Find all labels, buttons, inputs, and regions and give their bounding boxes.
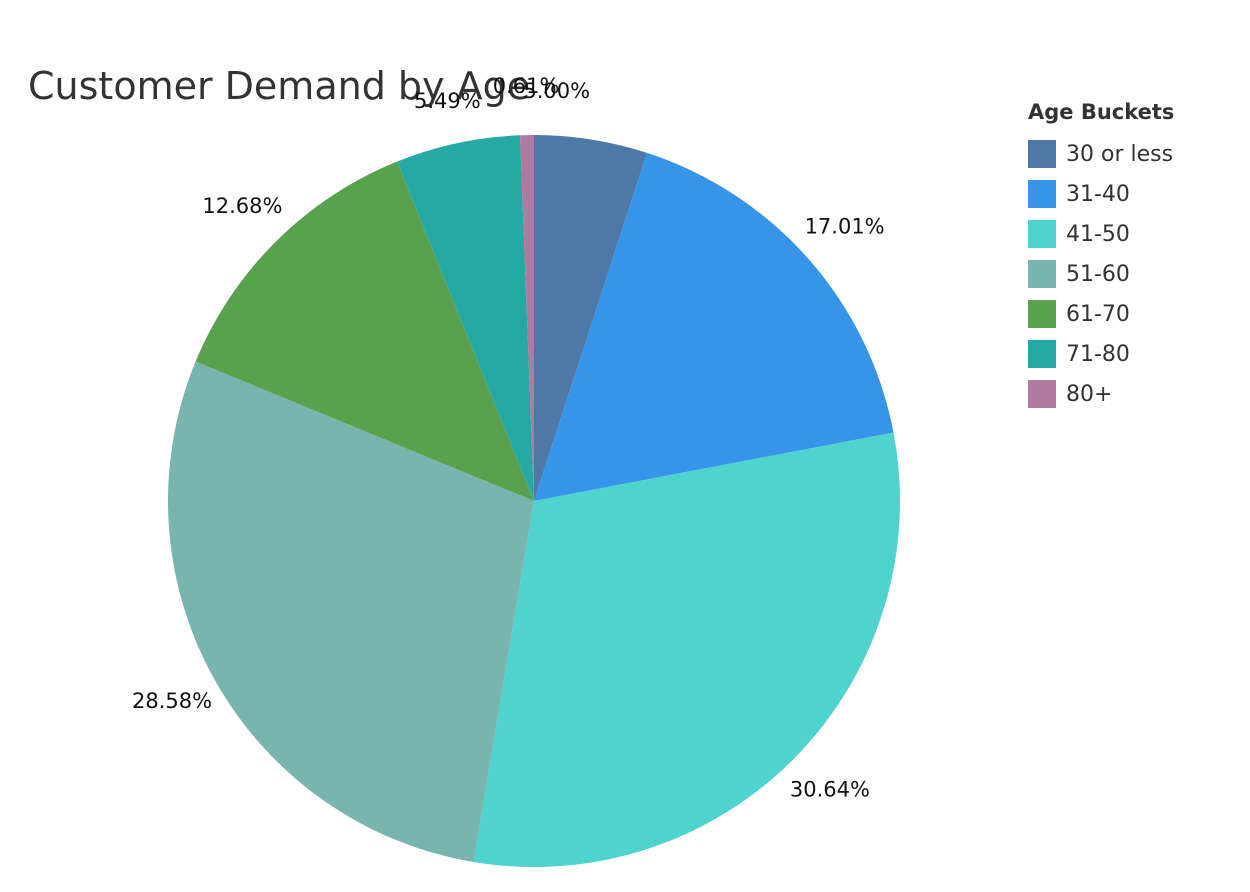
legend-item[interactable]: 71-80 [1028,334,1174,374]
pie-slice[interactable] [397,135,534,501]
legend-swatch [1028,180,1056,208]
pie-slice[interactable] [167,361,535,862]
slice-data-label: 17.01% [805,214,885,238]
legend-item[interactable]: 31-40 [1028,174,1174,214]
legend-title: Age Buckets [1028,100,1175,124]
slice-data-label: 0.61% [493,74,560,98]
slice-data-label: 5.00% [523,79,590,103]
slice-data-label: 12.68% [202,194,282,218]
pie-slice[interactable] [534,135,648,501]
legend-label: 61-70 [1066,301,1130,327]
legend-swatch [1028,140,1056,168]
slice-data-label: 5.49% [414,89,481,113]
legend-label: 51-60 [1066,261,1130,287]
slice-data-label: 30.64% [790,778,870,802]
pie-slice[interactable] [195,161,534,501]
pie-slice[interactable] [519,135,534,501]
legend-label: 30 or less [1066,141,1174,167]
legend-item[interactable]: 80+ [1028,374,1174,414]
legend-label: 41-50 [1066,221,1130,247]
legend-label: 80+ [1066,381,1113,407]
legend-item[interactable]: 30 or less [1028,134,1174,174]
legend-swatch [1028,340,1056,368]
pie-slice[interactable] [534,152,894,501]
legend-swatch [1028,220,1056,248]
legend-swatch [1028,260,1056,288]
legend-swatch [1028,380,1056,408]
legend-item[interactable]: 61-70 [1028,294,1174,334]
legend-items: 30 or less 31-40 41-50 51-60 61-70 71-80 80+ [1028,134,1174,414]
chart-title: Customer Demand by Age [28,64,531,108]
legend-label: 31-40 [1066,181,1130,207]
legend-item[interactable]: 51-60 [1028,254,1174,294]
legend: Age Buckets 30 or less 31-40 41-50 51-60 61-… [1028,100,1174,414]
legend-item[interactable]: 41-50 [1028,214,1174,254]
slice-data-label: 28.58% [132,689,212,713]
legend-swatch [1028,300,1056,328]
legend-label: 71-80 [1066,341,1130,367]
pie-slice[interactable] [473,432,901,867]
